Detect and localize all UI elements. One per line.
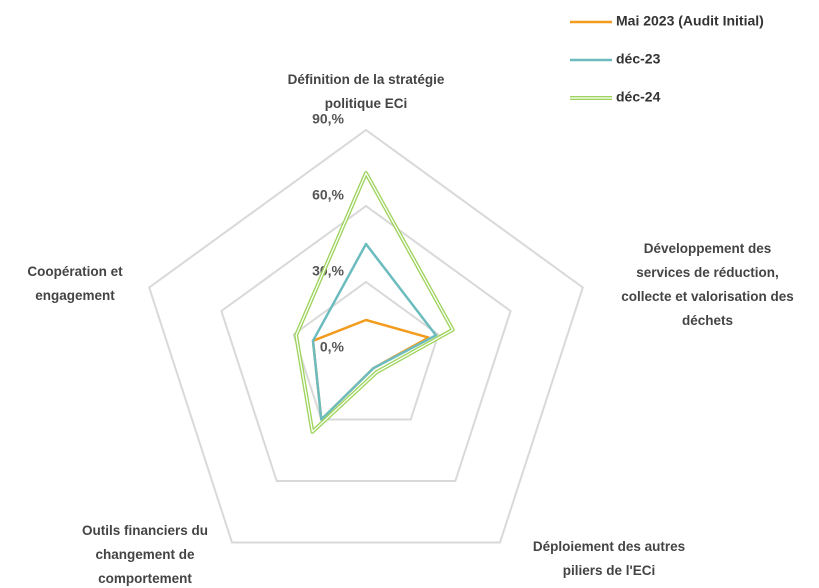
tick-label: 60,% bbox=[312, 187, 344, 203]
series-line bbox=[311, 242, 438, 421]
grid-ring bbox=[148, 128, 584, 544]
legend-label: Mai 2023 (Audit Initial) bbox=[616, 13, 764, 29]
grid-ring bbox=[292, 280, 440, 421]
category-label: Outils financiers du changement de compo… bbox=[81, 523, 209, 586]
category-label: Développement des services de réduction,… bbox=[621, 241, 794, 328]
series-line-inner bbox=[295, 172, 454, 433]
category-label: Coopération et engagement bbox=[27, 264, 123, 303]
legend-label: déc-24 bbox=[616, 89, 661, 105]
grid-ring bbox=[220, 204, 512, 482]
tick-label: 90,% bbox=[312, 111, 344, 127]
category-label: Déploiement des autres piliers de l'ECi bbox=[532, 539, 686, 578]
legend-label: déc-23 bbox=[616, 51, 661, 67]
category-label: Définition de la stratégie politique ECi bbox=[287, 72, 445, 111]
tick-label: 0,% bbox=[320, 339, 345, 355]
